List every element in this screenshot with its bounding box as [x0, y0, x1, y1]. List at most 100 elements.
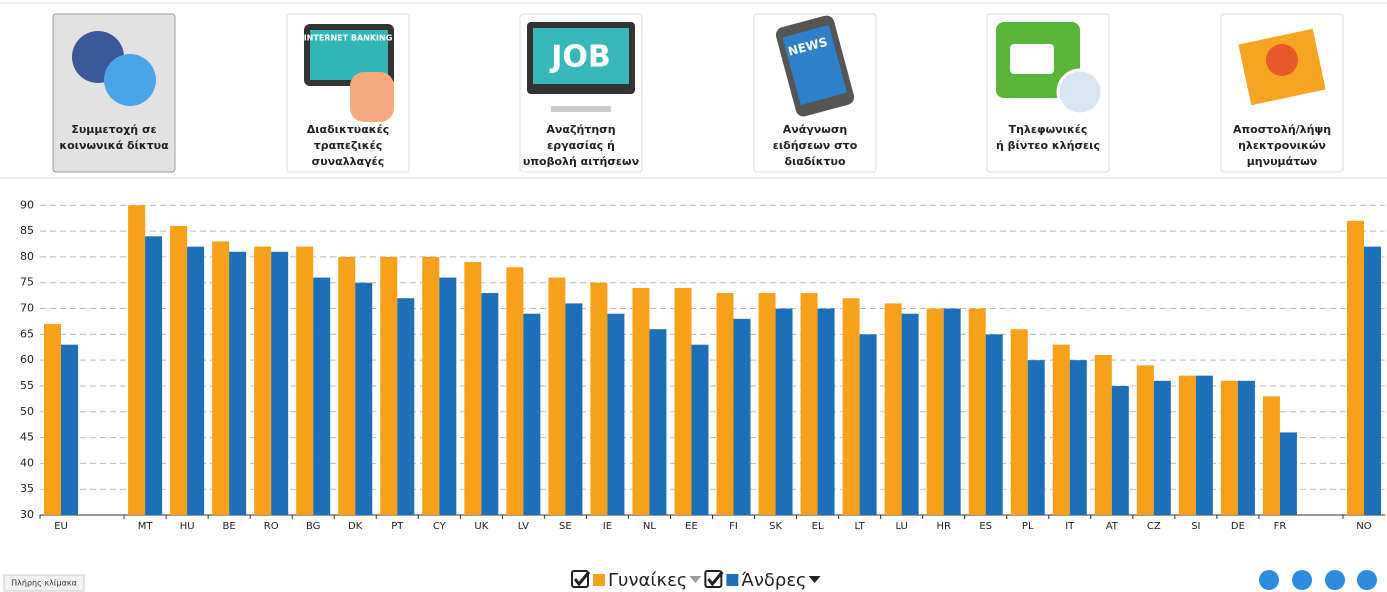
bar [1179, 376, 1196, 515]
phone-badge [1058, 70, 1102, 114]
bar [1364, 247, 1381, 515]
x-tick-label: CZ [1147, 521, 1161, 532]
tab-label: ειδήσεων στο [773, 139, 858, 152]
bar [523, 314, 540, 515]
tab-label: Ανάγνωση [783, 123, 848, 136]
bar [885, 303, 902, 515]
bar [296, 247, 313, 515]
x-tick-label: CY [433, 521, 447, 532]
bar [843, 298, 860, 515]
tab-label: διαδίκτυο [784, 155, 846, 168]
bar [212, 241, 229, 515]
tab-label: τραπεζικές [314, 139, 383, 152]
x-tick-label: SI [1191, 521, 1200, 532]
y-tick-label: 45 [20, 431, 34, 444]
x-tick-label: RO [264, 521, 279, 532]
x-tick-label: BE [223, 521, 236, 532]
icon-text: JOB [549, 40, 611, 75]
info-icon[interactable] [1259, 570, 1279, 590]
bar [1238, 381, 1255, 515]
x-tick-label: LV [518, 521, 529, 532]
bar [1137, 365, 1154, 515]
scale-button-label[interactable]: Πλήρης κλίμακα [11, 579, 77, 588]
legend-label[interactable]: Άνδρες [741, 570, 806, 591]
bar [986, 334, 1003, 515]
bar [313, 278, 330, 515]
y-tick-label: 35 [20, 482, 34, 495]
bar [902, 314, 919, 515]
legend-label[interactable]: Γυναίκες [608, 570, 687, 591]
x-tick-label: LU [895, 521, 907, 532]
bar [759, 293, 776, 515]
bar [1011, 329, 1028, 515]
x-tick-label: IE [603, 521, 612, 532]
y-tick-label: 75 [20, 276, 34, 289]
x-tick-label: DE [1231, 521, 1245, 532]
bar [944, 309, 961, 515]
bar [969, 309, 986, 515]
bar [674, 288, 691, 515]
x-tick-label: HU [180, 521, 195, 532]
bar [128, 205, 145, 515]
bar [1095, 355, 1112, 515]
y-tick-label: 85 [20, 224, 34, 237]
bar [1221, 381, 1238, 515]
tab-label: Διαδικτυακές [307, 123, 389, 136]
bar [776, 309, 793, 515]
icon-text: INTERNET BANKING [304, 34, 393, 43]
camera [1010, 44, 1054, 74]
bar [860, 334, 877, 515]
legend-dropdown[interactable] [689, 576, 701, 583]
x-tick-label: PL [1022, 521, 1034, 532]
embed-icon[interactable] [1292, 570, 1312, 590]
bar [1154, 381, 1171, 515]
bar [338, 257, 355, 515]
bar [717, 293, 734, 515]
bar [548, 278, 565, 515]
bar [565, 303, 582, 515]
y-tick-label: 55 [20, 379, 34, 392]
bar [506, 267, 523, 515]
legend-swatch [726, 574, 738, 586]
legend-dropdown[interactable] [809, 576, 821, 583]
bar [1053, 345, 1070, 515]
bar [1070, 360, 1087, 515]
x-tick-label: EE [685, 521, 698, 532]
twitter-icon[interactable] [1325, 570, 1345, 590]
page: Πλήρης κλίμακα Συμμετοχή σε κοινωνικά δίκ… [0, 0, 1387, 592]
bar [1280, 432, 1297, 515]
x-tick-label: PT [391, 521, 404, 532]
y-tick-label: 50 [20, 405, 34, 418]
stand [551, 106, 611, 112]
bar [734, 319, 751, 515]
bar [927, 309, 944, 515]
bar [801, 293, 818, 515]
y-tick-label: 60 [20, 353, 34, 366]
x-tick-label: IT [1065, 521, 1075, 532]
x-tick-label: MT [138, 521, 154, 532]
hand [350, 72, 394, 122]
tab-label: ηλεκτρονικών [1238, 139, 1326, 152]
x-tick-label: NL [643, 521, 656, 532]
twitter-bubble [104, 54, 156, 106]
x-tick-label: EL [812, 521, 824, 532]
y-tick-label: 40 [20, 456, 34, 469]
tab-label: κοινωνικά δίκτυα [59, 139, 169, 152]
bar [229, 252, 246, 515]
x-tick-label: FR [1274, 521, 1287, 532]
tab-label: συναλλαγές [312, 155, 385, 168]
bar [590, 283, 607, 515]
tab-label: υποβολή αιτήσεων [523, 155, 639, 168]
x-tick-label: BG [306, 521, 320, 532]
x-tick-label: DK [348, 521, 363, 532]
bar [632, 288, 649, 515]
bar [187, 247, 204, 515]
x-tick-label: EU [54, 521, 68, 532]
y-tick-label: 65 [20, 327, 34, 340]
facebook-icon[interactable] [1357, 570, 1377, 590]
bar [1263, 396, 1280, 515]
bar [422, 257, 439, 515]
tab-label: Συμμετοχή σε [71, 123, 156, 136]
x-tick-label: SE [559, 521, 572, 532]
bar [1347, 221, 1364, 515]
